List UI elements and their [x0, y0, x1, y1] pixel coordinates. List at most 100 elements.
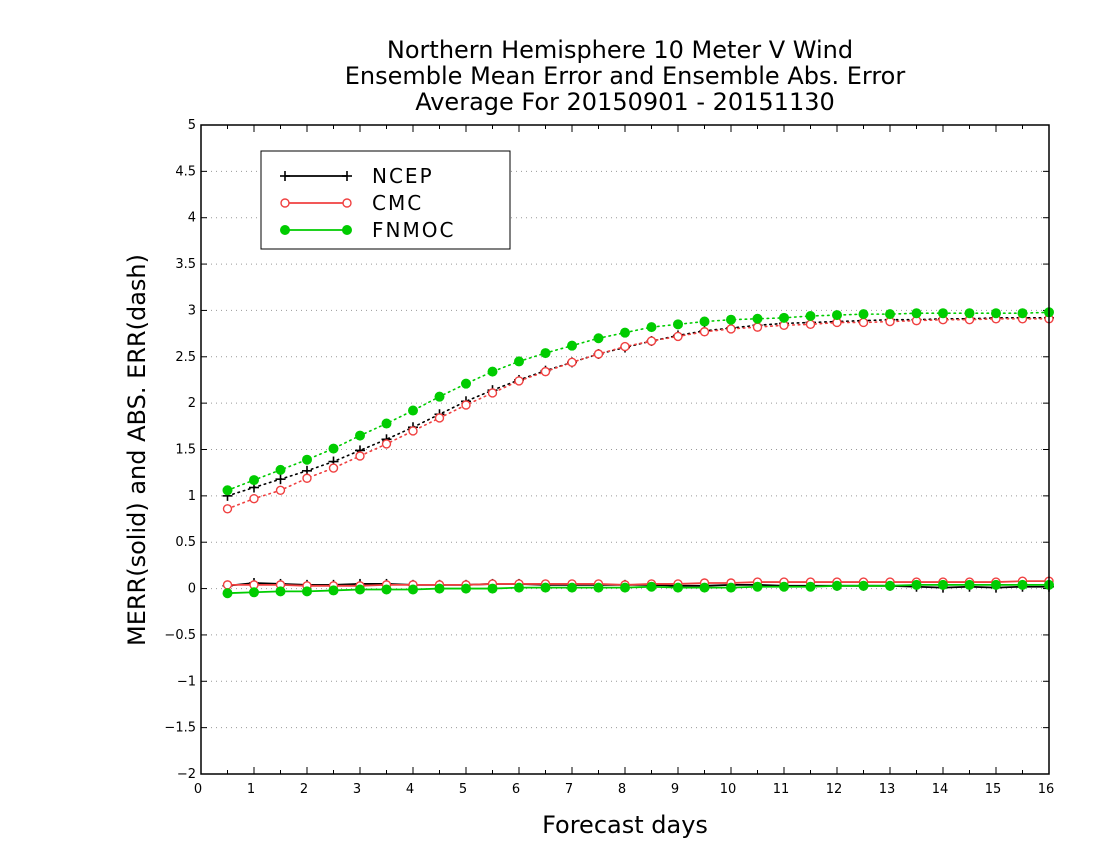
series-cmc-abs-err-point — [620, 341, 630, 352]
series-cmc-abs-err-point — [567, 357, 577, 368]
series-fnmoc-abs-err-point — [302, 454, 312, 465]
series-fnmoc-abs-err-point — [222, 485, 233, 496]
series-cmc — [222, 314, 1054, 591]
y-tick-label: 1.5 — [175, 443, 196, 458]
series-fnmoc-mean-err-point — [302, 586, 312, 597]
series-fnmoc-mean-err-point — [540, 582, 551, 593]
series-fnmoc-abs-err-point — [620, 327, 630, 338]
series-fnmoc-mean-err-point — [408, 584, 418, 595]
legend-marker — [280, 198, 290, 208]
y-tick-label: 1 — [188, 489, 196, 504]
series-fnmoc-mean-err-point — [593, 582, 604, 593]
y-tick-label: −0.5 — [164, 628, 196, 643]
series-fnmoc-abs-err-point — [355, 430, 365, 441]
series-fnmoc-mean-err-point — [1017, 579, 1028, 590]
series-fnmoc-abs-err-point — [885, 309, 895, 320]
series-fnmoc-abs-err-point — [381, 418, 392, 429]
series-fnmoc-mean-err-point — [805, 581, 816, 592]
series-cmc-abs-err-point — [858, 317, 869, 328]
series-fnmoc-abs-err-point — [832, 310, 842, 321]
series-ncep — [222, 312, 1054, 593]
series-fnmoc-mean-err-point — [699, 582, 710, 593]
legend-label: FNMOC — [372, 218, 455, 242]
x-tick-label: 3 — [353, 782, 361, 797]
y-tick-label: 2 — [188, 396, 196, 411]
series-fnmoc-abs-err-point — [1017, 308, 1028, 319]
chart-title: Northern Hemisphere 10 Meter V Wind Ense… — [345, 36, 906, 116]
y-axis-label: MERR(solid) and ABS. ERR(dash) — [123, 254, 151, 646]
series-fnmoc-mean-err-point — [275, 586, 286, 597]
series-cmc-abs-err-point — [302, 473, 312, 483]
series-fnmoc-mean-err-point — [911, 579, 922, 590]
series-cmc-abs-err-point — [699, 327, 710, 337]
series-cmc-mean-err-point — [222, 580, 233, 590]
series-fnmoc-mean-err-point — [567, 582, 577, 593]
series-fnmoc-mean-err-point — [858, 580, 869, 591]
series-fnmoc-abs-err-point — [408, 405, 418, 416]
series-fnmoc-abs-err-point — [514, 356, 524, 367]
y-tick-label: 4.5 — [175, 164, 196, 179]
series-cmc-abs-err-point — [593, 349, 604, 359]
x-axis-ticks: 0 1 2 3 4 5 6 7 8 9 10 11 12 13 14 15 16 — [194, 125, 1054, 797]
series-cmc-abs-err-point — [275, 485, 286, 495]
legend-marker — [342, 171, 352, 181]
gridlines — [201, 170, 1049, 729]
series-fnmoc-mean-err-point — [646, 581, 657, 592]
series-fnmoc-abs-err-point — [567, 340, 577, 351]
series-fnmoc-abs-err-point — [487, 366, 498, 377]
series-fnmoc-abs-err-point — [275, 464, 286, 475]
y-tick-label: 0.5 — [175, 535, 196, 550]
series-cmc-abs-err-point — [381, 439, 392, 449]
y-tick-label: 3 — [188, 303, 196, 318]
series-fnmoc-abs-err-point — [673, 319, 683, 330]
series-cmc-abs-err-point — [328, 463, 339, 473]
series-fnmoc-abs-err-point — [328, 443, 339, 454]
x-tick-label: 5 — [459, 782, 467, 797]
series-ncep-abs-err-line — [226, 317, 1050, 497]
x-tick-label: 14 — [932, 782, 949, 797]
series-fnmoc-abs-err-point — [461, 378, 471, 389]
y-tick-label: 2.5 — [175, 350, 196, 365]
y-tick-label: 5 — [188, 118, 196, 133]
series-fnmoc-mean-err-point — [964, 579, 975, 590]
x-tick-label: 1 — [247, 782, 255, 797]
series-fnmoc-mean-err-point — [514, 582, 524, 593]
x-tick-label: 10 — [720, 782, 737, 797]
x-tick-label: 16 — [1038, 782, 1055, 797]
legend: NCEP CMC FNMOC — [260, 150, 511, 250]
series-fnmoc-abs-err-point — [964, 308, 975, 319]
series-fnmoc-mean-err-point — [222, 588, 233, 599]
series-cmc-abs-err-point — [222, 504, 233, 514]
series-fnmoc-mean-err-point — [487, 583, 498, 594]
chart-title-line-2: Ensemble Mean Error and Ensemble Abs. Er… — [345, 62, 906, 90]
x-tick-label: 15 — [985, 782, 1002, 797]
series-cmc-abs-err-point — [461, 400, 471, 410]
legend-box — [260, 150, 511, 250]
chart-title-line-3: Average For 20150901 - 20151130 — [415, 88, 835, 116]
series-fnmoc-abs-err-point — [593, 333, 604, 344]
x-tick-label: 13 — [879, 782, 896, 797]
series-fnmoc-abs-err-point — [699, 316, 710, 327]
series-cmc-abs-err-point — [673, 331, 683, 342]
series-cmc-abs-err-point — [726, 324, 736, 334]
series-cmc-abs-err-point — [752, 322, 763, 332]
series-fnmoc-mean-err-point — [885, 580, 895, 591]
series-fnmoc-mean-err-point — [381, 584, 392, 595]
series-cmc-abs-err-point — [487, 388, 498, 398]
series-fnmoc-mean-err-point — [673, 582, 683, 593]
series-cmc-abs-err-point — [646, 336, 657, 346]
legend-marker — [342, 198, 352, 208]
series-fnmoc-abs-err-point — [752, 313, 763, 324]
series-fnmoc-mean-err-point — [991, 579, 1001, 590]
chart-title-line-1: Northern Hemisphere 10 Meter V Wind — [387, 36, 853, 64]
legend-item-ncep: NCEP — [280, 164, 432, 188]
y-tick-label: 4 — [188, 211, 196, 226]
y-tick-label: −2 — [177, 767, 196, 782]
plot-frame — [200, 124, 1050, 775]
series-fnmoc-abs-err-point — [805, 310, 816, 321]
y-tick-label: 3.5 — [175, 257, 196, 272]
series-fnmoc-abs-err-point — [911, 308, 922, 319]
series-cmc-abs-err-line — [226, 317, 1050, 510]
series-fnmoc-mean-err-point — [752, 581, 763, 592]
series-fnmoc-abs-err-point — [540, 348, 551, 359]
